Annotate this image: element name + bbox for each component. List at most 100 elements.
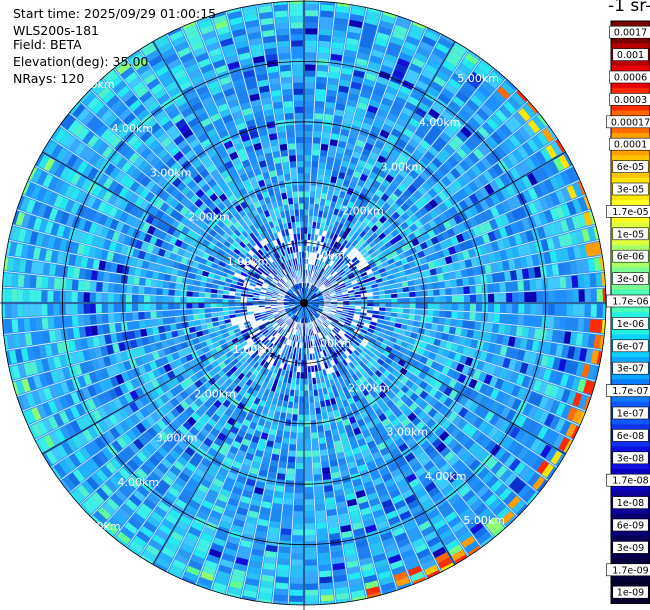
range-gate-cell [168, 289, 175, 296]
range-gate-cell [335, 311, 342, 315]
range-gate-cell [91, 491, 105, 505]
range-gate-cell [250, 343, 257, 350]
range-gate-cell [304, 149, 312, 156]
range-gate-cell [145, 381, 155, 392]
range-gate-cell [498, 324, 506, 334]
range-gate-cell [139, 407, 150, 418]
range-gate-cell [255, 530, 267, 539]
range-gate-cell [316, 528, 328, 536]
range-gate-cell [389, 237, 398, 245]
range-gate-cell [169, 361, 178, 370]
range-gate-cell [384, 289, 392, 295]
range-gate-cell [418, 102, 430, 113]
range-gate-cell [286, 413, 292, 421]
range-gate-cell [345, 234, 352, 242]
range-gate-cell [340, 381, 347, 389]
range-gate-cell [365, 285, 372, 290]
range-gate-cell [554, 372, 564, 385]
range-gate-cell [115, 374, 125, 385]
range-gate-cell [542, 428, 554, 443]
range-gate-cell [504, 120, 517, 133]
range-gate-cell [507, 440, 519, 453]
range-gate-cell [310, 341, 314, 348]
range-gate-cell [157, 501, 170, 513]
range-gate-cell [365, 255, 373, 262]
range-gate-cell [550, 192, 561, 206]
range-gate-cell [312, 306, 318, 310]
range-gate-cell [363, 480, 374, 490]
range-gate-cell [317, 293, 324, 297]
range-gate-cell [496, 86, 511, 100]
range-gate-cell [395, 159, 405, 169]
range-gate-cell [294, 493, 304, 500]
range-gate-cell [223, 456, 234, 466]
range-gate-cell [378, 232, 386, 240]
range-gate-cell [577, 181, 586, 195]
range-gate-cell [513, 337, 522, 348]
range-gate-cell [376, 336, 384, 343]
range-gate-cell [527, 391, 538, 404]
range-gate-cell [207, 515, 220, 526]
range-gate-cell [192, 452, 203, 463]
range-gate-cell [210, 293, 217, 298]
range-gate-cell [75, 175, 87, 189]
range-gate-cell [436, 363, 445, 373]
range-gate-cell [317, 216, 322, 224]
range-gate-cell [342, 239, 349, 247]
range-gate-cell [283, 431, 290, 439]
range-gate-cell [35, 153, 45, 167]
range-gate-cell [138, 434, 149, 446]
range-gate-cell [333, 327, 340, 334]
range-gate-cell [304, 88, 315, 95]
range-gate-cell [306, 245, 310, 252]
range-gate-cell [140, 269, 148, 278]
range-gate-cell [271, 321, 277, 326]
range-gate-cell [143, 303, 151, 311]
range-gate-cell [270, 319, 277, 325]
range-gate-cell [174, 316, 182, 323]
range-gate-cell [347, 244, 355, 252]
range-gate-cell [116, 264, 124, 274]
range-gate-cell [222, 553, 235, 563]
range-gate-cell [584, 349, 594, 363]
range-gate-cell [305, 288, 308, 295]
range-gate-cell [518, 303, 525, 314]
range-gate-cell [313, 131, 322, 138]
range-gate-cell [353, 249, 360, 257]
range-gate-cell [377, 315, 385, 320]
range-gate-cell [560, 420, 572, 435]
range-gate-cell [198, 313, 206, 320]
range-gate-cell [159, 265, 167, 273]
range-gate-cell [226, 340, 234, 347]
range-gate-cell [149, 472, 161, 484]
range-gate-cell [319, 582, 333, 590]
range-gate-cell [291, 426, 297, 433]
range-gate-cell [429, 53, 444, 65]
range-gate-cell [362, 262, 370, 268]
range-gate-cell [375, 189, 384, 198]
range-gate-cell [553, 434, 565, 449]
range-gate-cell [367, 157, 376, 166]
range-gate-cell [108, 388, 118, 400]
range-gate-cell [418, 74, 432, 86]
range-gate-cell [438, 213, 448, 223]
range-gate-cell [359, 222, 367, 230]
range-gate-cell [158, 430, 169, 442]
range-gate-cell [451, 476, 463, 488]
range-gate-cell [100, 368, 110, 379]
range-gate-cell [104, 261, 112, 272]
range-gate-cell [54, 329, 63, 342]
range-gate-cell [416, 451, 427, 462]
range-gate-cell [312, 297, 319, 301]
range-gate-cell [324, 168, 332, 176]
range-gate-cell [364, 334, 372, 341]
range-gate-cell [304, 462, 312, 470]
range-gate-cell [312, 299, 319, 302]
range-gate-cell [555, 189, 566, 204]
range-gate-cell [328, 267, 335, 274]
range-gate-cell [472, 369, 482, 380]
range-gate-cell [577, 197, 588, 212]
range-gate-cell [458, 260, 467, 269]
range-gate-cell [127, 476, 140, 489]
range-gate-cell [499, 282, 506, 292]
